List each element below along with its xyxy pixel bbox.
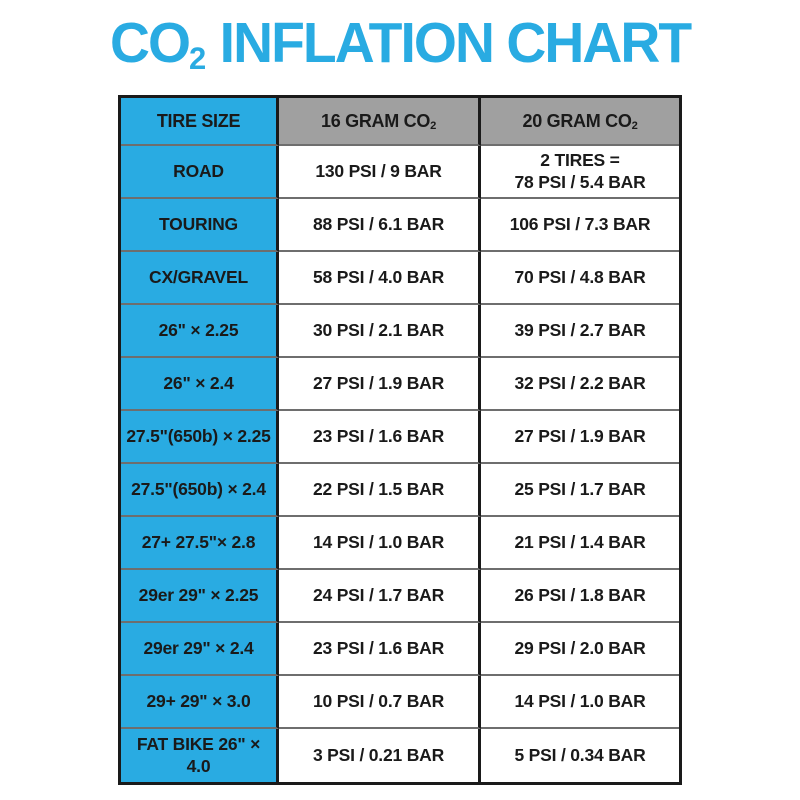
title-subscript: 2	[188, 40, 207, 77]
header-subscript: 2	[631, 120, 638, 133]
header-label: 16 GRAM CO	[321, 110, 431, 131]
tire-size-cell: 29er 29" × 2.4	[121, 623, 279, 676]
psi-20-gram-cell: 106 PSI / 7.3 BAR	[481, 199, 679, 252]
table-row: FAT BIKE 26" × 4.0 3 PSI / 0.21 BAR 5 PSI …	[121, 729, 679, 782]
tire-size-cell: CX/GRAVEL	[121, 252, 279, 305]
psi-16-gram-cell: 24 PSI / 1.7 BAR	[279, 570, 481, 623]
chart-title: CO2 INFLATION CHART	[0, 10, 800, 76]
table-row: 27+ 27.5"× 2.8 14 PSI / 1.0 BAR 21 PSI / 1…	[121, 517, 679, 570]
title-pre: CO	[109, 11, 191, 75]
tire-size-cell: ROAD	[121, 146, 279, 199]
psi-20-gram-cell: 29 PSI / 2.0 BAR	[481, 623, 679, 676]
header-label: TIRE SIZE	[156, 110, 241, 131]
table-row: ROAD 130 PSI / 9 BAR 2 TIRES = 78 PSI / 5.…	[121, 146, 679, 199]
header-subscript: 2	[430, 120, 436, 133]
chart-title-text: CO2 INFLATION CHART	[109, 10, 692, 77]
tire-size-cell: 27.5"(650b) × 2.25	[121, 411, 279, 464]
psi-20-gram-cell: 2 TIRES = 78 PSI / 5.4 BAR	[481, 146, 679, 199]
psi-20-gram-cell: 39 PSI / 2.7 BAR	[481, 305, 679, 358]
psi-16-gram-cell: 10 PSI / 0.7 BAR	[279, 676, 481, 729]
psi-20-gram-cell: 32 PSI / 2.2 BAR	[481, 358, 679, 411]
tire-size-cell: 29er 29" × 2.25	[121, 570, 279, 623]
header-label: 20 GRAM CO	[522, 110, 632, 131]
table-row: 26" × 2.4 27 PSI / 1.9 BAR 32 PSI / 2.2 BA…	[121, 358, 679, 411]
psi-20-gram-cell: 27 PSI / 1.9 BAR	[481, 411, 679, 464]
psi-20-gram-cell: 70 PSI / 4.8 BAR	[481, 252, 679, 305]
psi-16-gram-cell: 27 PSI / 1.9 BAR	[279, 358, 481, 411]
psi-16-gram-cell: 23 PSI / 1.6 BAR	[279, 411, 481, 464]
psi-16-gram-cell: 30 PSI / 2.1 BAR	[279, 305, 481, 358]
psi-20-gram-cell: 5 PSI / 0.34 BAR	[481, 729, 679, 782]
table-row: CX/GRAVEL 58 PSI / 4.0 BAR 70 PSI / 4.8 BA…	[121, 252, 679, 305]
psi-20-gram-cell: 26 PSI / 1.8 BAR	[481, 570, 679, 623]
table-row: 26" × 2.25 30 PSI / 2.1 BAR 39 PSI / 2.7 B…	[121, 305, 679, 358]
psi-16-gram-cell: 3 PSI / 0.21 BAR	[279, 729, 481, 782]
table-row: 29er 29" × 2.25 24 PSI / 1.7 BAR 26 PSI / …	[121, 570, 679, 623]
table-row: 29er 29" × 2.4 23 PSI / 1.6 BAR 29 PSI / 2…	[121, 623, 679, 676]
tire-size-cell: 26" × 2.4	[121, 358, 279, 411]
tire-size-cell: 26" × 2.25	[121, 305, 279, 358]
psi-20-gram-cell: 25 PSI / 1.7 BAR	[481, 464, 679, 517]
tire-size-cell: 29+ 29" × 3.0	[121, 676, 279, 729]
table-row: 27.5"(650b) × 2.4 22 PSI / 1.5 BAR 25 PSI …	[121, 464, 679, 517]
inflation-table-body: ROAD 130 PSI / 9 BAR 2 TIRES = 78 PSI / 5.…	[121, 146, 679, 782]
table-row: 27.5"(650b) × 2.25 23 PSI / 1.6 BAR 27 PSI…	[121, 411, 679, 464]
psi-16-gram-cell: 88 PSI / 6.1 BAR	[279, 199, 481, 252]
psi-16-gram-cell: 14 PSI / 1.0 BAR	[279, 517, 481, 570]
tire-size-cell: TOURING	[121, 199, 279, 252]
psi-16-gram-cell: 22 PSI / 1.5 BAR	[279, 464, 481, 517]
psi-16-gram-cell: 58 PSI / 4.0 BAR	[279, 252, 481, 305]
tire-size-header: TIRE SIZE	[121, 98, 279, 146]
inflation-table: TIRE SIZE 16 GRAM CO2 20 GRAM CO2 ROAD 13…	[118, 95, 682, 785]
header-row: TIRE SIZE 16 GRAM CO2 20 GRAM CO2	[121, 98, 679, 146]
psi-20-gram-cell: 14 PSI / 1.0 BAR	[481, 676, 679, 729]
tire-size-cell: 27.5"(650b) × 2.4	[121, 464, 279, 517]
tire-size-cell: FAT BIKE 26" × 4.0	[121, 729, 279, 782]
psi-16-gram-cell: 130 PSI / 9 BAR	[279, 146, 481, 199]
co2-20-gram-header: 20 GRAM CO2	[481, 98, 679, 146]
tire-size-cell: 27+ 27.5"× 2.8	[121, 517, 279, 570]
title-post: INFLATION CHART	[206, 11, 692, 75]
co2-16-gram-header: 16 GRAM CO2	[279, 98, 481, 146]
table-row: 29+ 29" × 3.0 10 PSI / 0.7 BAR 14 PSI / 1.…	[121, 676, 679, 729]
table-row: TOURING 88 PSI / 6.1 BAR 106 PSI / 7.3 BAR	[121, 199, 679, 252]
psi-16-gram-cell: 23 PSI / 1.6 BAR	[279, 623, 481, 676]
psi-20-gram-cell: 21 PSI / 1.4 BAR	[481, 517, 679, 570]
